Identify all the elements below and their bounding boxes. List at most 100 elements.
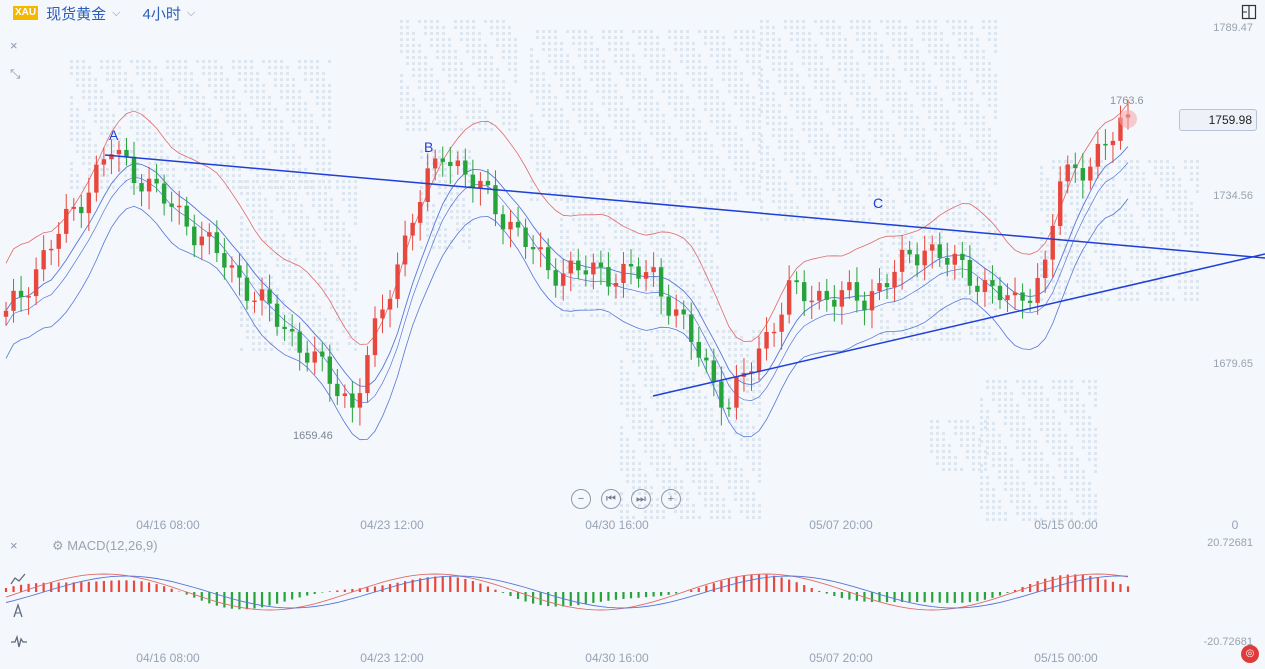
candle-body [1103, 143, 1108, 146]
candle-body [124, 149, 129, 157]
candle-body [192, 226, 197, 246]
candle-body [214, 232, 220, 254]
collapse-icon[interactable]: × [10, 538, 18, 553]
candle-body [320, 351, 325, 357]
moving-average [5, 146, 1129, 387]
macd-time-axis-label: 04/23 12:00 [360, 651, 424, 665]
zoom-in-icon[interactable]: + [661, 489, 681, 509]
candle-body [161, 183, 167, 204]
candle-body [184, 205, 189, 227]
candle-body [244, 277, 250, 301]
candle-body [583, 270, 589, 275]
macd-time-axis-label: 04/16 08:00 [136, 651, 200, 665]
candle-body [282, 326, 287, 330]
candle-body [530, 246, 536, 250]
candle-body [1050, 225, 1055, 260]
candle-body [305, 352, 310, 363]
candle-body [252, 300, 257, 303]
candle-body [493, 185, 498, 215]
go-end-icon[interactable]: ⏭ [631, 489, 651, 509]
candle-body [576, 260, 581, 271]
candle-body [508, 221, 513, 230]
candle-body [131, 156, 137, 184]
candle-body [1058, 181, 1063, 226]
candle-body [327, 356, 332, 384]
candle-body [101, 159, 107, 165]
candle-body [628, 263, 634, 267]
layout-icon[interactable] [1241, 4, 1257, 24]
candle-body [116, 149, 122, 155]
close-icon[interactable]: × [10, 38, 18, 53]
candle-body [681, 309, 686, 315]
macd-line [5, 573, 1129, 611]
candle-body [817, 290, 822, 301]
candle-body [636, 266, 641, 279]
moving-average-slow [5, 162, 1129, 403]
chevron-down-icon[interactable]: ⌵ [112, 6, 121, 19]
candle-body [372, 318, 378, 356]
candle-body [734, 376, 739, 408]
candle-body [545, 247, 551, 271]
settings-icon[interactable]: ⚙ [52, 538, 64, 553]
candle-body [523, 227, 528, 247]
candle-body [756, 348, 762, 372]
chart-icon[interactable] [10, 572, 26, 591]
candle-body [711, 360, 717, 382]
candle-body [613, 282, 619, 287]
candle-body [199, 236, 204, 246]
candle-body [975, 285, 980, 292]
last-price-glow [1119, 110, 1137, 128]
map-dots [70, 20, 1199, 521]
candle-body [696, 341, 701, 358]
shrink-icon[interactable]: ⤡ [10, 66, 21, 81]
candle-body [365, 355, 370, 394]
candle-body [673, 309, 679, 316]
chevron-down-icon[interactable]: ⌵ [186, 6, 196, 19]
candle-body [764, 331, 769, 349]
candle-body [18, 290, 24, 297]
trendline-support [652, 253, 1265, 397]
candle-body [417, 201, 423, 223]
wave-icon[interactable] [10, 634, 28, 654]
candle-body [86, 192, 92, 214]
candle-body [1073, 164, 1078, 169]
candle-body [689, 314, 694, 342]
candle-body [440, 158, 445, 162]
candle-body [387, 298, 393, 310]
candle-body [1035, 278, 1040, 303]
macd-indicator-label[interactable]: ⚙ MACD(12,26,9) [52, 538, 158, 554]
candle-body [1095, 143, 1101, 167]
macd-label-text: MACD(12,26,9) [67, 538, 158, 553]
candle-body [515, 221, 521, 228]
symbol-selector[interactable]: 现货黄金 [46, 5, 107, 23]
candle-body [1020, 292, 1025, 301]
candle-body [794, 280, 799, 283]
pen-icon[interactable] [10, 602, 26, 624]
candle-body [478, 180, 483, 188]
candle-body [568, 260, 573, 274]
go-start-icon[interactable]: ⏮ [601, 489, 621, 509]
candle-body [892, 271, 897, 288]
candle-body [786, 280, 792, 315]
candle-body [342, 393, 348, 397]
candle-body [990, 280, 995, 286]
candle-body [606, 267, 611, 287]
period-selector[interactable]: 4小时 [142, 5, 181, 23]
candle-body [658, 267, 664, 297]
candle-body [719, 381, 724, 408]
pattern-label-c: C [873, 195, 883, 211]
candle-body [289, 329, 295, 332]
candle-body [538, 247, 543, 250]
candle-body [704, 357, 709, 361]
candle-body [854, 282, 860, 301]
candle-body [463, 160, 468, 175]
candle-body [33, 269, 39, 297]
time-axis-label: 05/07 20:00 [809, 518, 873, 532]
zoom-out-icon[interactable]: − [571, 489, 591, 509]
candle-body [832, 299, 837, 307]
candle-body [779, 314, 784, 332]
candle-body [749, 371, 754, 373]
